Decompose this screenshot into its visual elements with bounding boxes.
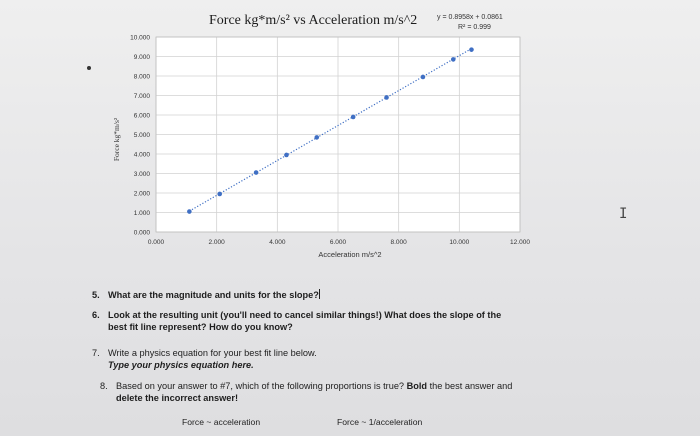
bold-word: Bold — [406, 381, 428, 391]
question-text-line1: Write a physics equation for your best f… — [108, 348, 317, 358]
y-tick-label: 8.000 — [134, 74, 151, 81]
trendline — [189, 48, 472, 212]
data-point — [253, 170, 259, 175]
option-force-inverse-acceleration[interactable]: Force ~ 1/acceleration — [337, 417, 423, 427]
x-tick-label: 10.000 — [449, 239, 469, 246]
y-tick-label: 10.000 — [130, 35, 150, 42]
question-text-line2: delete the incorrect answer! — [116, 393, 239, 403]
answer-placeholder[interactable]: Type your physics equation here. — [108, 360, 254, 370]
y-tick-label: 3.000 — [134, 171, 151, 178]
y-tick-label: 1.000 — [134, 210, 151, 217]
y-axis-label: Force kg*m/s² — [112, 117, 121, 161]
question-8: 8. Based on your answer to #7, which of t… — [100, 380, 512, 404]
question-number: 8. — [100, 381, 108, 391]
question-number: 7. — [92, 348, 100, 358]
question-5: 5. What are the magnitude and units for t… — [92, 289, 320, 301]
question-6: 6. Look at the resulting unit (you'll nee… — [92, 309, 501, 333]
list-bullet — [87, 66, 91, 70]
question-number: 6. — [92, 310, 100, 320]
chart-title: Force kg*m/s² vs Acceleration m/s^2 — [209, 13, 418, 28]
data-point — [314, 135, 320, 140]
data-point — [187, 209, 192, 214]
text-cursor-icon: I — [619, 206, 628, 222]
data-point — [217, 191, 222, 197]
data-point — [350, 114, 356, 120]
y-tick-label: 0.000 — [134, 230, 151, 237]
x-tick-label: 12.000 — [510, 239, 530, 246]
question-text: What are the magnitude and units for the… — [108, 290, 319, 300]
x-tick-label: 4.000 — [269, 239, 286, 246]
x-tick-label: 8.000 — [391, 239, 408, 246]
data-point — [469, 47, 474, 52]
trendline-equation: y = 0.8958x + 0.0861 — [437, 14, 503, 21]
y-tick-label: 4.000 — [134, 152, 151, 159]
data-point — [384, 95, 389, 100]
data-point — [450, 57, 456, 62]
data-point — [284, 152, 289, 158]
plot-border — [155, 36, 521, 233]
question-text-line1: Based on your answer to #7, which of the… — [116, 381, 405, 391]
x-tick-label: 6.000 — [330, 239, 347, 246]
y-tick-label: 5.000 — [134, 132, 151, 139]
x-tick-label: 0.000 — [148, 239, 165, 246]
text-cursor — [318, 289, 320, 299]
option-force-proportional-acceleration[interactable]: Force ~ acceleration — [182, 417, 261, 427]
data-point — [420, 74, 426, 80]
r-squared-label: R² = 0.999 — [458, 24, 491, 31]
y-tick-label: 6.000 — [134, 113, 151, 120]
question-7: 7. Write a physics equation for your best… — [92, 347, 317, 371]
y-tick-label: 7.000 — [134, 93, 151, 100]
y-tick-label: 9.000 — [134, 54, 151, 61]
y-tick-label: 2.000 — [134, 191, 151, 198]
x-axis-label: Acceleration m/s^2 — [318, 250, 381, 259]
x-tick-label: 2.000 — [209, 239, 226, 246]
question-text-line1: Look at the resulting unit (you'll need … — [108, 310, 502, 320]
question-number: 5. — [92, 290, 100, 300]
question-text-line1-end: the best answer and — [429, 381, 513, 391]
question-text-line2: best fit line represent? How do you know… — [108, 322, 293, 332]
